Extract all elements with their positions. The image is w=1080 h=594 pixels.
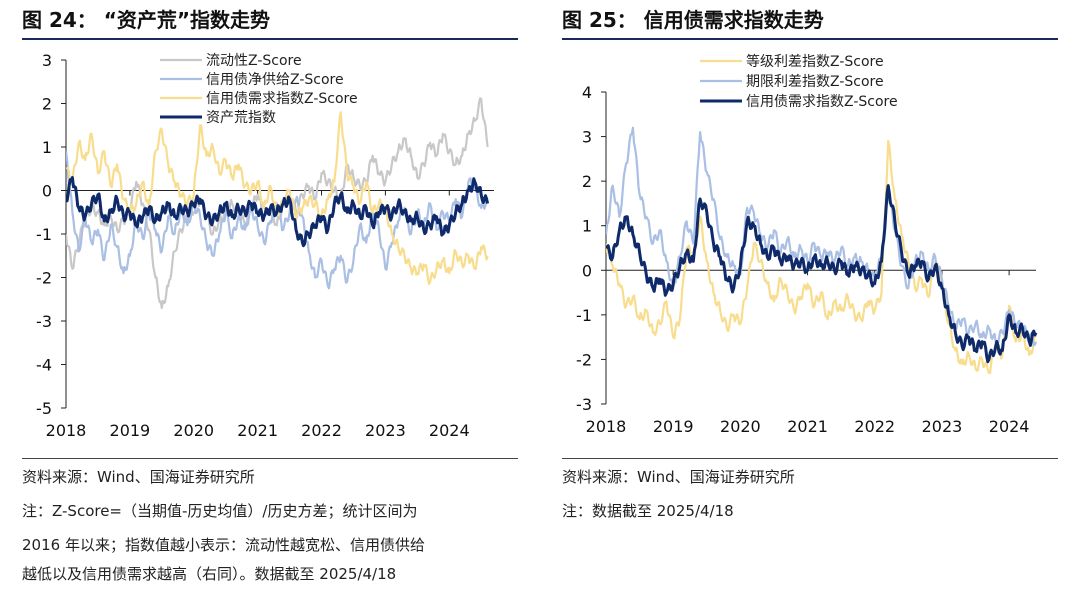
y-tick-label: 2: [582, 172, 592, 191]
figure-25-source-note: 资料来源：Wind、国海证券研究所: [562, 468, 795, 486]
y-tick-label: 1: [582, 217, 592, 236]
x-tick-label: 2022: [854, 417, 895, 436]
figure-24-panel: 图 24： “资产荒”指数走势 -5 -4 -3 -2 -1 0 1 2 3 2018 2019 20…: [22, 8, 518, 583]
figure-24-footer-rule: [22, 458, 518, 459]
figure-25-footer-rule: [562, 458, 1058, 459]
figure-25-note-line-1: 注：数据截至 2025/4/18: [562, 502, 734, 520]
y-tick-label: 4: [582, 83, 592, 102]
y-tick-label: 3: [42, 51, 52, 70]
y-tick-label: 1: [42, 138, 52, 157]
x-tick-label: 2023: [365, 421, 406, 440]
legend-label: 资产荒指数: [206, 110, 276, 126]
x-tick-label: 2018: [586, 417, 627, 436]
series-line-0: [66, 97, 489, 309]
x-tick-label: 2018: [46, 421, 87, 440]
y-tick-label: 2: [42, 95, 52, 114]
y-tick-label: -4: [36, 356, 52, 375]
series-line-2: [606, 184, 1038, 364]
y-tick-label: -2: [36, 269, 52, 288]
y-tick-label: -1: [36, 225, 52, 244]
x-tick-label: 2023: [922, 417, 963, 436]
x-tick-label: 2019: [653, 417, 694, 436]
x-tick-label: 2020: [173, 421, 214, 440]
figure-24-note-line-3: 越低以及信用债需求越高（右同）。数据截至 2025/4/18: [22, 565, 397, 583]
figure-24-note-line-1: 注：Z-Score=（当期值-历史均值）/历史方差；统计区间为: [22, 502, 418, 520]
y-tick-label: 0: [42, 182, 52, 201]
legend-label: 期限利差指数Z-Score: [746, 74, 884, 90]
x-tick-label: 2022: [301, 421, 342, 440]
x-tick-label: 2024: [429, 421, 470, 440]
figure-25-title-rule: [562, 38, 1058, 40]
series-line-3: [66, 176, 490, 248]
series-line-0: [606, 139, 1037, 374]
x-tick-label: 2020: [720, 417, 761, 436]
asset-shortage-chart: -5 -4 -3 -2 -1 0 1 2 3 2018 2019 2020 2021 2022 2023 20…: [36, 51, 494, 440]
x-tick-label: 2019: [110, 421, 151, 440]
credit-bond-demand-chart: -3 -2 -1 0 1 2 3 4 2018 2019 2020 2021 2022 2023 2024 等…: [576, 53, 1038, 436]
legend-label: 流动性Z-Score: [206, 53, 302, 69]
x-tick-label: 2021: [237, 421, 278, 440]
y-tick-label: -2: [576, 350, 592, 369]
y-tick-label: -1: [576, 306, 592, 325]
legend-label: 信用债需求指数Z-Score: [206, 91, 358, 107]
figure-25-title: 图 25： 信用债需求指数走势: [562, 8, 824, 32]
y-tick-label: -5: [36, 399, 52, 418]
x-tick-label: 2024: [989, 417, 1030, 436]
figure-24-note-line-2: 2016 年以来；指数值越小表示：流动性越宽松、信用债供给: [22, 536, 425, 554]
figure-24-title: 图 24： “资产荒”指数走势: [22, 8, 271, 32]
legend-label: 信用债净供给Z-Score: [206, 72, 344, 88]
y-tick-label: -3: [36, 312, 52, 331]
y-tick-label: 0: [582, 261, 592, 280]
y-tick-label: 3: [582, 128, 592, 147]
series-line-1: [606, 126, 1038, 347]
figure-25-panel: 图 25： 信用债需求指数走势 -3 -2 -1 0 1 2 3 4 2018 2019 2020 2…: [540, 0, 1080, 594]
x-tick-label: 2021: [787, 417, 828, 436]
figure-24-source-note: 资料来源：Wind、国海证券研究所: [22, 468, 255, 486]
figure-24-title-rule: [22, 38, 518, 40]
legend-label: 信用债需求指数Z-Score: [746, 94, 898, 110]
legend-label: 等级利差指数Z-Score: [746, 53, 884, 70]
y-tick-label: -3: [576, 395, 592, 414]
